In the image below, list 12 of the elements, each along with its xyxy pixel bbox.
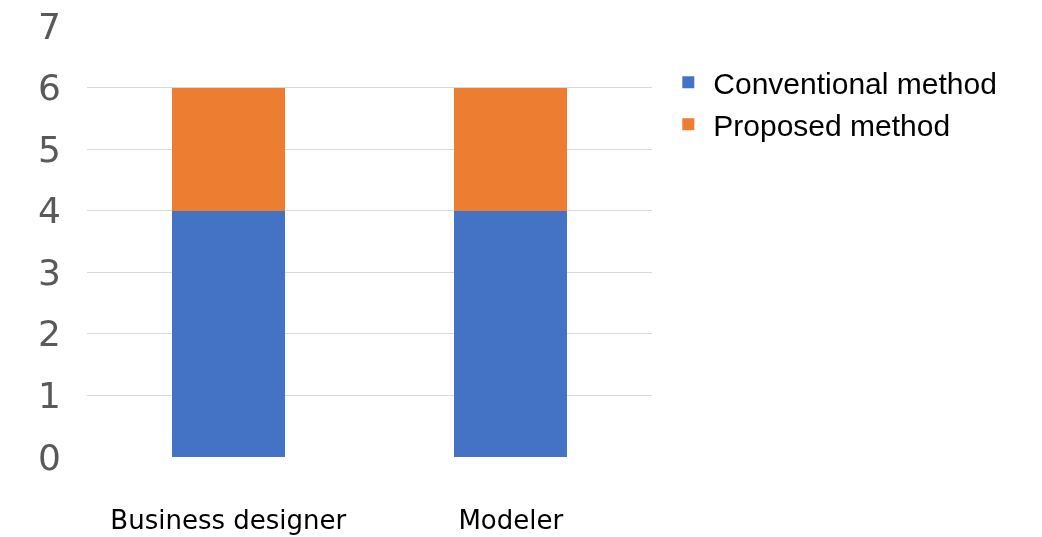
y-tick-label: 2 <box>38 313 61 355</box>
y-tick-label: 0 <box>38 436 61 478</box>
y-tick-label: 3 <box>38 251 61 293</box>
x-tick-label: Modeler <box>458 505 564 535</box>
x-tick-label: Business designer <box>110 505 347 535</box>
legend-label: Conventional method <box>713 66 997 100</box>
y-tick-label: 7 <box>38 5 61 47</box>
y-tick-label: 1 <box>38 375 61 417</box>
y-tick-label: 5 <box>38 128 61 170</box>
y-tick-label: 4 <box>38 190 61 232</box>
legend-label: Proposed method <box>713 108 951 142</box>
y-tick-label: 6 <box>38 67 61 109</box>
